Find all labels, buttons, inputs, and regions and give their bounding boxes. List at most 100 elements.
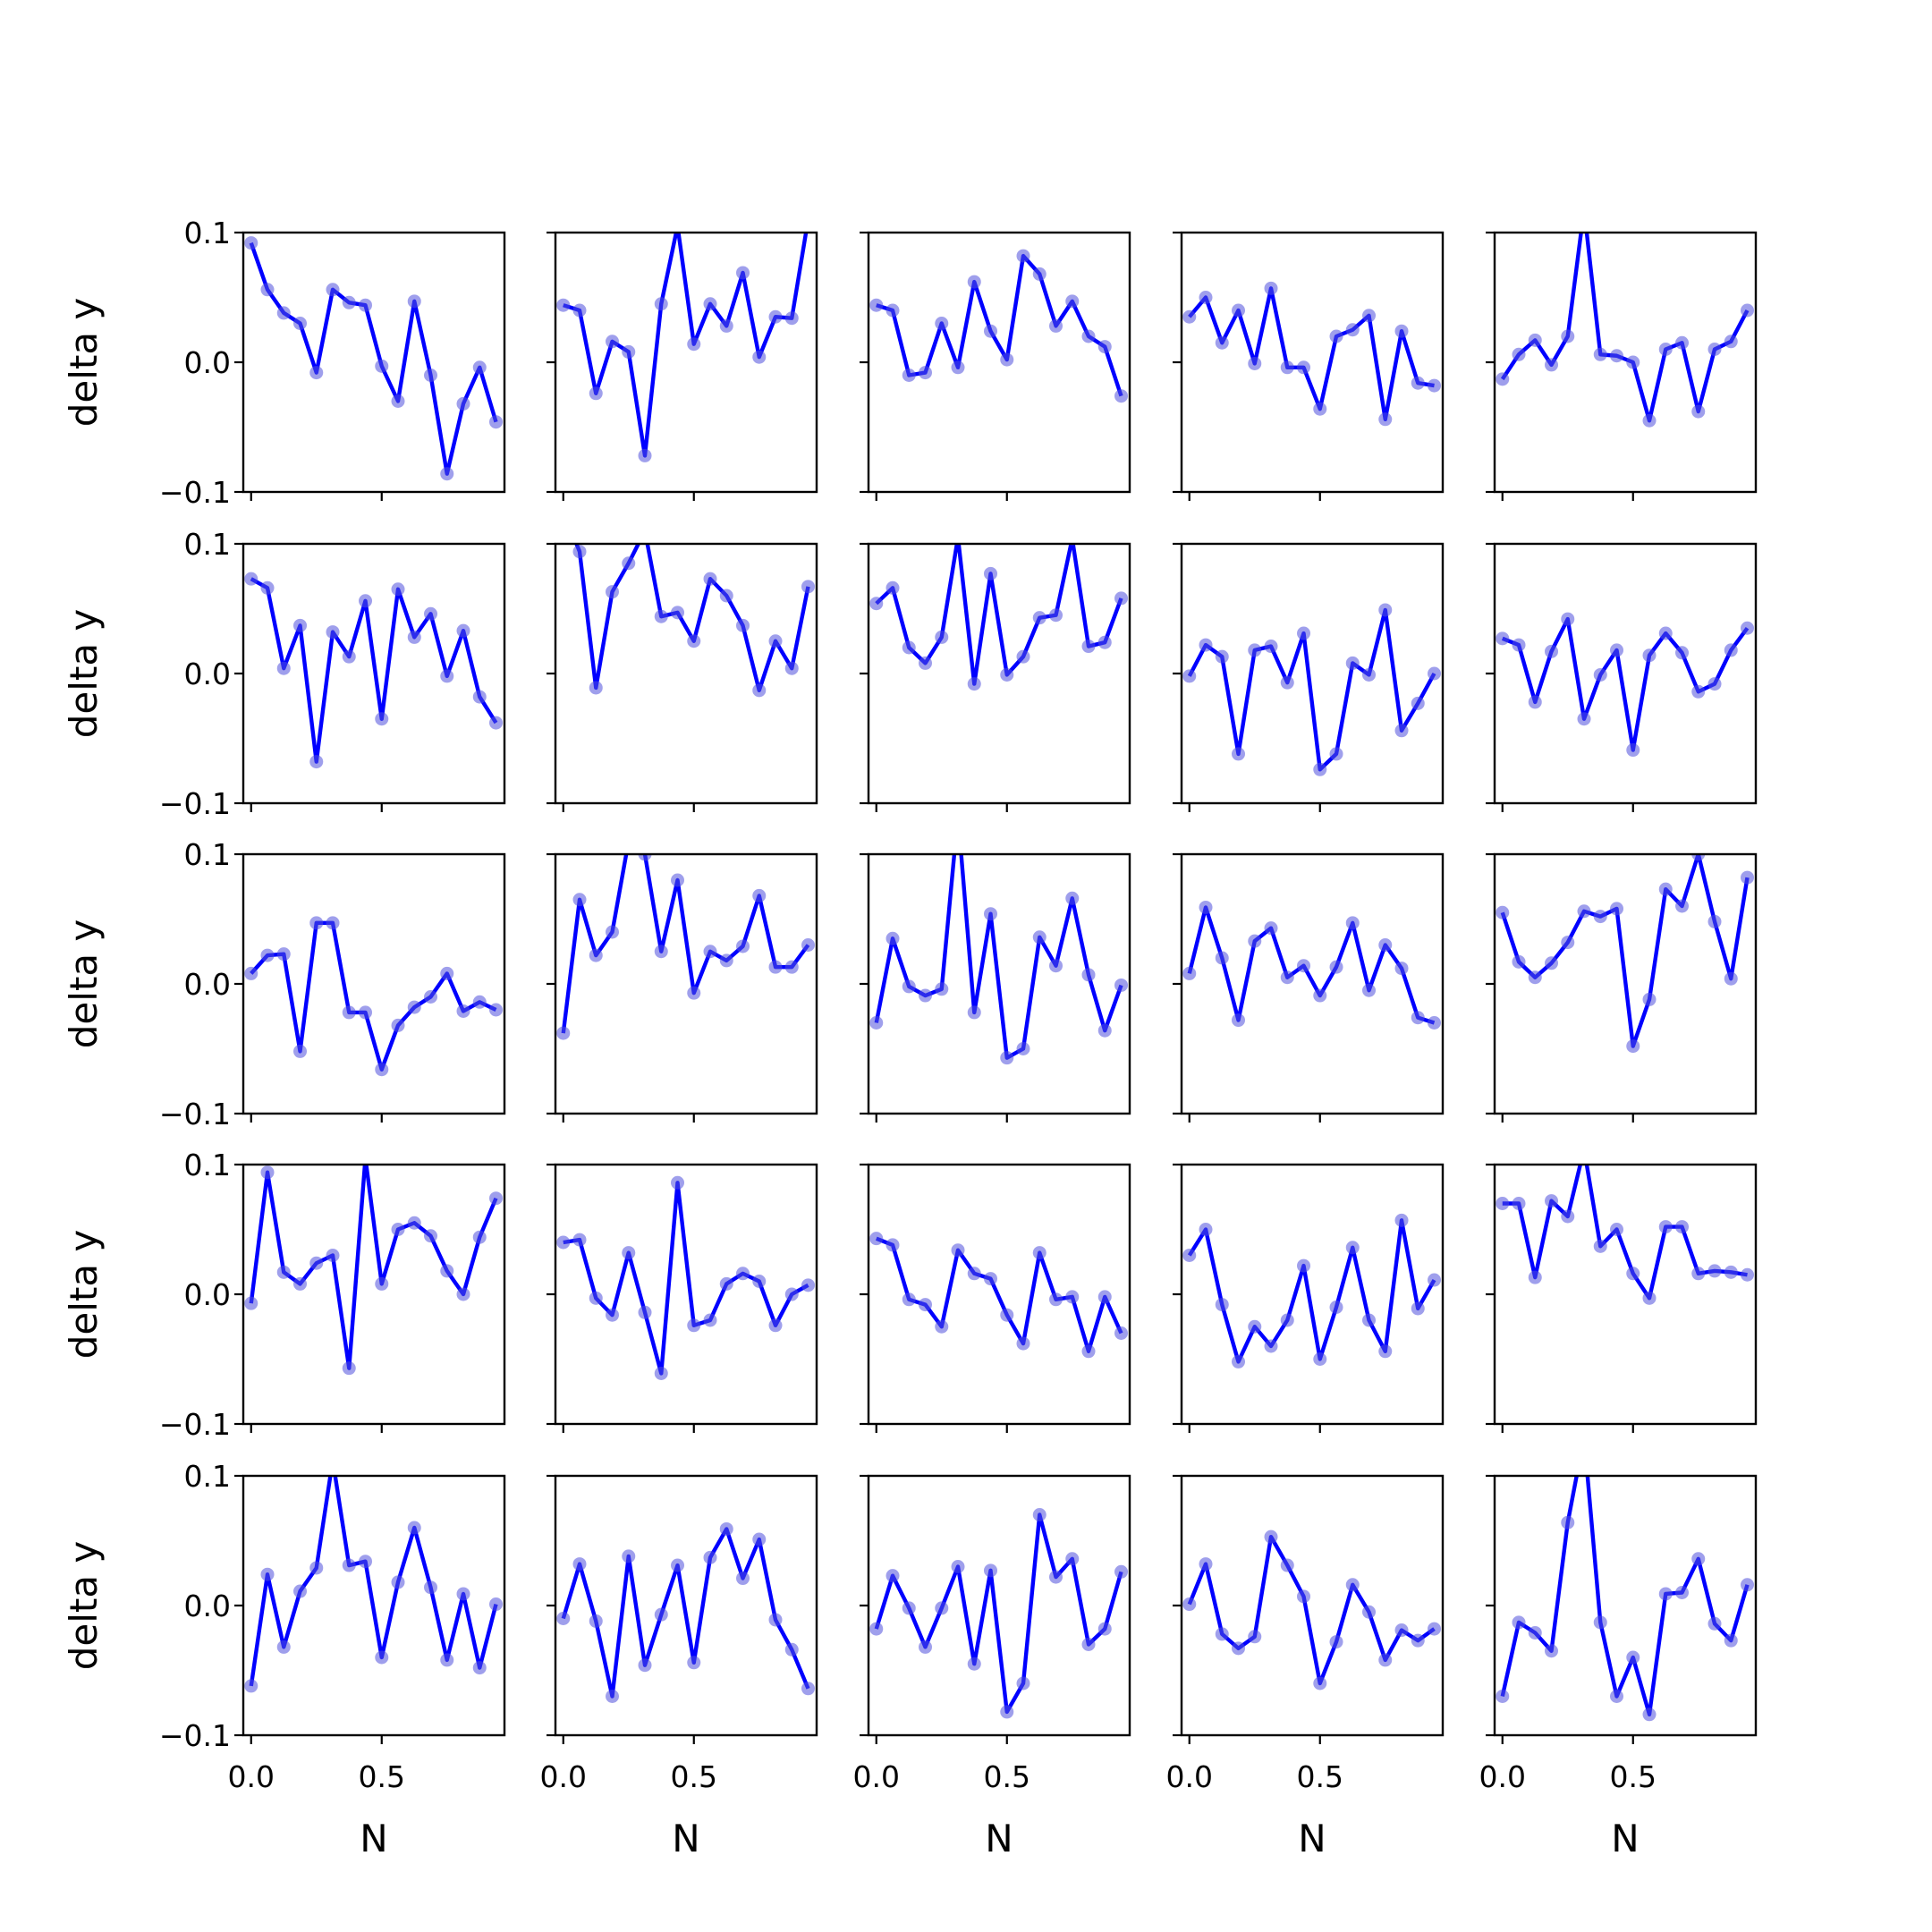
data-point xyxy=(391,1223,405,1236)
data-point xyxy=(1545,1644,1559,1658)
data-point xyxy=(1512,1197,1526,1210)
data-point xyxy=(902,1292,916,1307)
data-point xyxy=(1081,329,1096,343)
data-point xyxy=(801,938,816,952)
data-point xyxy=(1675,335,1690,350)
data-point xyxy=(1182,309,1197,324)
data-point xyxy=(703,572,717,586)
data-point xyxy=(375,1063,389,1077)
series-line xyxy=(1188,286,1435,421)
data-point xyxy=(1199,1557,1213,1572)
data-point xyxy=(1658,882,1673,896)
data-point xyxy=(572,545,587,559)
panel-series xyxy=(1182,281,1442,427)
panel-series xyxy=(1182,1530,1442,1690)
data-point xyxy=(784,311,799,326)
data-point xyxy=(638,1658,652,1673)
data-point xyxy=(309,366,324,380)
data-point xyxy=(424,990,438,1004)
data-point xyxy=(1707,343,1722,356)
data-point xyxy=(1675,646,1690,660)
data-point xyxy=(1065,1552,1080,1566)
data-point xyxy=(1264,281,1278,295)
data-point xyxy=(638,1305,652,1319)
panel-r3-c5 xyxy=(1486,852,1758,1123)
data-point xyxy=(1642,992,1657,1006)
data-point xyxy=(687,1656,701,1670)
data-point xyxy=(1049,959,1063,973)
data-point xyxy=(1428,1622,1442,1636)
data-point xyxy=(1394,724,1409,738)
data-point xyxy=(768,309,783,324)
data-point xyxy=(342,1361,356,1376)
series-line xyxy=(1500,1476,1750,1717)
panel-series xyxy=(1182,1213,1442,1368)
x-axis-label: N xyxy=(1611,1817,1639,1860)
panel-series xyxy=(244,1476,504,1693)
data-point xyxy=(391,1575,405,1589)
data-point xyxy=(1691,404,1706,419)
data-point xyxy=(967,1267,981,1281)
y-tick-label: 0.0 xyxy=(184,1589,231,1623)
data-point xyxy=(1707,914,1722,928)
data-point xyxy=(886,1569,900,1583)
panel-series xyxy=(1496,612,1755,758)
x-axis-label: N xyxy=(672,1817,699,1860)
data-point xyxy=(671,1175,685,1190)
data-point xyxy=(1411,1633,1425,1648)
data-point xyxy=(1561,329,1575,343)
data-point xyxy=(1741,1267,1755,1282)
data-point xyxy=(1032,611,1046,625)
data-point xyxy=(1032,1246,1046,1260)
series-line xyxy=(250,920,497,1072)
data-point xyxy=(472,360,487,375)
panel-r2-c2 xyxy=(547,542,818,812)
data-point xyxy=(1114,389,1129,403)
data-point xyxy=(260,283,275,297)
data-point xyxy=(784,1287,799,1301)
data-point xyxy=(1593,910,1607,924)
data-point xyxy=(654,609,668,623)
data-point xyxy=(902,1601,916,1615)
data-point xyxy=(736,1572,750,1586)
data-point xyxy=(1428,1273,1442,1287)
data-point xyxy=(935,982,949,996)
series-line xyxy=(874,1513,1123,1715)
data-point xyxy=(375,359,389,373)
panel-series xyxy=(556,1521,816,1703)
data-point xyxy=(326,625,340,640)
panel-series xyxy=(1496,233,1755,428)
data-point xyxy=(1232,303,1246,318)
panel-series xyxy=(869,854,1129,1065)
data-point xyxy=(572,303,587,318)
data-point xyxy=(1280,1313,1294,1327)
data-point xyxy=(309,755,324,769)
series-line xyxy=(561,854,810,1034)
data-point xyxy=(1264,1530,1278,1544)
x-axis-label: N xyxy=(1298,1817,1326,1860)
data-point xyxy=(1016,1676,1030,1690)
data-point xyxy=(440,1653,454,1667)
data-point xyxy=(1691,1552,1706,1566)
data-point xyxy=(276,947,291,962)
data-point xyxy=(1016,249,1030,263)
data-point xyxy=(589,386,603,401)
panel-series xyxy=(556,1175,816,1380)
data-point xyxy=(424,1580,438,1595)
data-point xyxy=(752,888,767,902)
data-point xyxy=(1114,978,1129,992)
data-point xyxy=(1642,413,1657,428)
x-tick-label: 0.5 xyxy=(1610,1759,1657,1794)
data-point xyxy=(967,677,981,691)
data-point xyxy=(919,1640,933,1654)
data-point xyxy=(572,1233,587,1247)
data-point xyxy=(456,623,470,638)
data-point xyxy=(456,1287,470,1301)
data-point xyxy=(1741,1578,1755,1592)
data-point xyxy=(1658,1587,1673,1601)
data-point xyxy=(1313,988,1327,1003)
data-point xyxy=(440,966,454,980)
data-point xyxy=(1707,1264,1722,1278)
series-line xyxy=(561,1527,810,1699)
y-tick-label: −0.1 xyxy=(159,1097,231,1131)
